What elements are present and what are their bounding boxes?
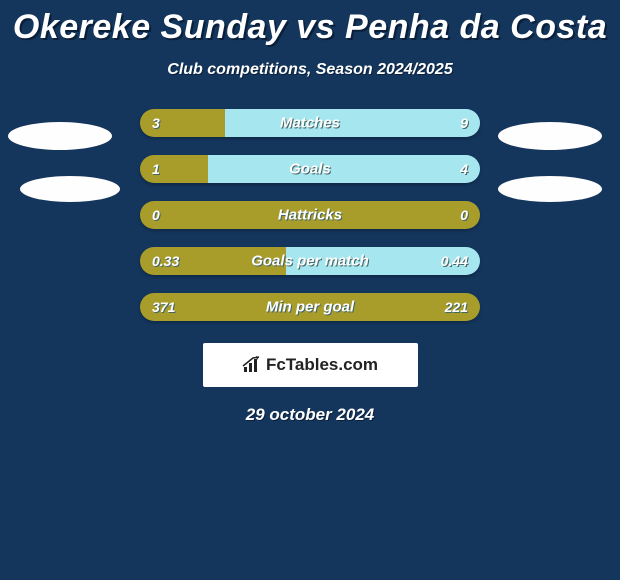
stat-label: Hattricks (278, 207, 342, 224)
stat-value-right: 0.44 (441, 253, 468, 269)
player-ellipse (498, 122, 602, 150)
stat-row: Goals 1 4 (140, 155, 480, 183)
stat-row: Goals per match 0.33 0.44 (140, 247, 480, 275)
stat-row: Matches 3 9 (140, 109, 480, 137)
stat-row: Hattricks 0 0 (140, 201, 480, 229)
stat-value-left: 0 (152, 207, 160, 223)
stat-row: Min per goal 371 221 (140, 293, 480, 321)
player-ellipse (498, 176, 602, 202)
date-label: 29 october 2024 (0, 405, 620, 425)
page-title: Okereke Sunday vs Penha da Costa (0, 0, 620, 47)
logo-text: FcTables.com (266, 355, 378, 375)
logo-box: FcTables.com (203, 343, 418, 387)
stat-value-left: 3 (152, 115, 160, 131)
stat-value-right: 4 (460, 161, 468, 177)
stat-bar-left (140, 155, 208, 183)
stat-bar-right (208, 155, 480, 183)
stat-value-right: 221 (445, 299, 468, 315)
subtitle: Club competitions, Season 2024/2025 (0, 61, 620, 79)
stat-label: Goals (289, 161, 331, 178)
stat-value-left: 371 (152, 299, 175, 315)
stat-bar-right (225, 109, 480, 137)
stat-value-right: 9 (460, 115, 468, 131)
stat-value-right: 0 (460, 207, 468, 223)
player-ellipse (20, 176, 120, 202)
bar-chart-icon (242, 356, 262, 374)
player-ellipse (8, 122, 112, 150)
stat-label: Matches (280, 115, 340, 132)
stat-value-left: 1 (152, 161, 160, 177)
stat-label: Min per goal (266, 299, 354, 316)
stat-label: Goals per match (251, 253, 369, 270)
stat-value-left: 0.33 (152, 253, 179, 269)
